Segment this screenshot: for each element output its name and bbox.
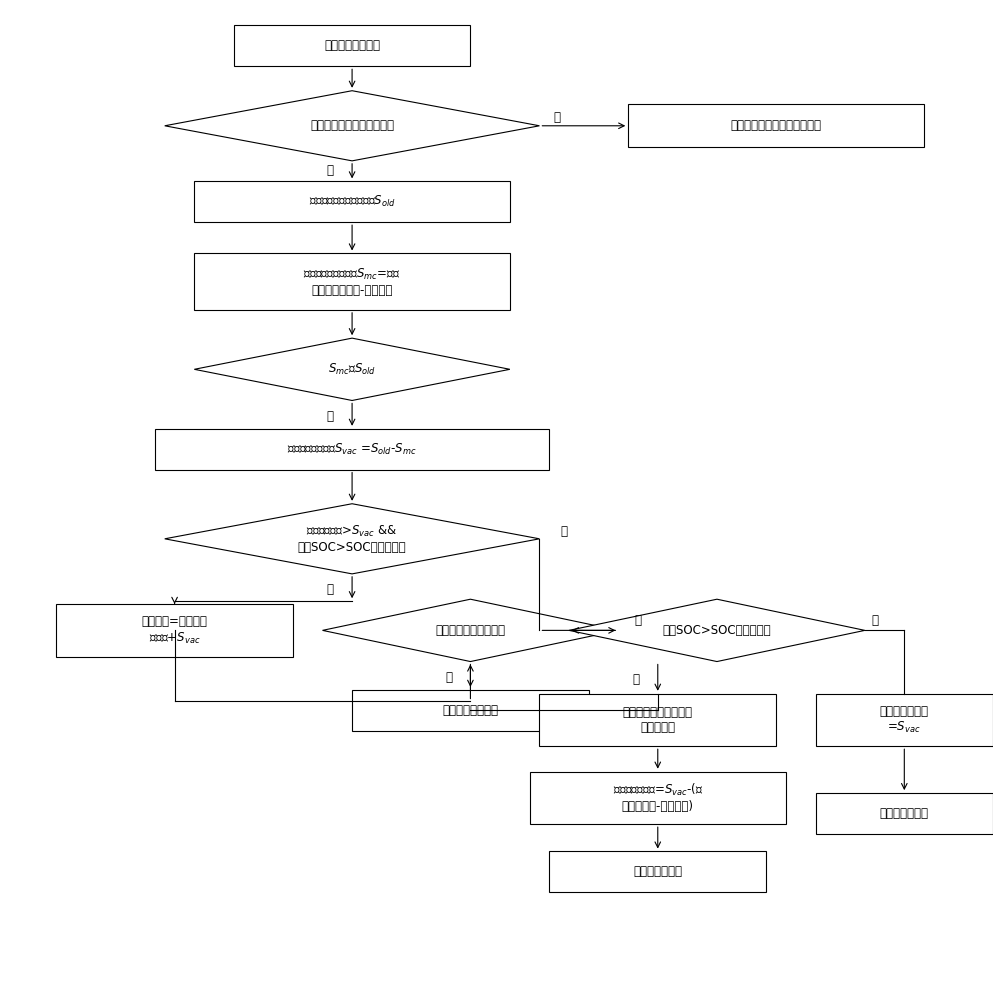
Text: 制定切负荷计划: 制定切负荷计划 (633, 865, 682, 878)
FancyBboxPatch shape (816, 694, 993, 746)
Text: 制定切负荷计划: 制定切负荷计划 (880, 807, 929, 820)
FancyBboxPatch shape (194, 253, 510, 310)
Polygon shape (165, 91, 539, 161)
Text: 启动备用旋转电源: 启动备用旋转电源 (442, 703, 498, 716)
FancyBboxPatch shape (194, 182, 510, 222)
Text: 被切除负荷功率=$S_{vac}$-(储
能最大出力-当前出力): 被切除负荷功率=$S_{vac}$-(储 能最大出力-当前出力) (613, 782, 703, 813)
Polygon shape (569, 599, 865, 662)
Polygon shape (194, 338, 510, 400)
Text: 是: 是 (327, 410, 334, 423)
Text: 系统最小功率缺额$S_{vac}$ =$S_{old}$-$S_{mc}$: 系统最小功率缺额$S_{vac}$ =$S_{old}$-$S_{mc}$ (287, 442, 417, 456)
Text: 是否存在备用旋转电源: 是否存在备用旋转电源 (435, 623, 505, 637)
Polygon shape (322, 599, 618, 662)
FancyBboxPatch shape (56, 604, 293, 657)
Text: 否: 否 (635, 615, 642, 627)
Text: 储能SOC>SOC允许最小值: 储能SOC>SOC允许最小值 (663, 623, 771, 637)
FancyBboxPatch shape (549, 852, 766, 892)
FancyBboxPatch shape (234, 26, 470, 66)
Text: 是: 是 (327, 164, 334, 177)
Text: 计算故障电源故障前出力$\mathit{S}_{old}$: 计算故障电源故障前出力$\mathit{S}_{old}$ (309, 195, 396, 209)
Text: 是否有其他运行的旋转电源: 是否有其他运行的旋转电源 (310, 120, 394, 132)
Text: $S_{mc}$＜$S_{old}$: $S_{mc}$＜$S_{old}$ (328, 362, 376, 376)
Text: 否: 否 (561, 525, 568, 537)
FancyBboxPatch shape (352, 690, 589, 731)
Text: 否: 否 (554, 112, 561, 124)
Text: 转入单旋转电源故障处理流程: 转入单旋转电源故障处理流程 (731, 120, 822, 132)
FancyBboxPatch shape (530, 772, 786, 824)
Text: 否: 否 (871, 615, 878, 627)
Text: 是: 是 (633, 673, 640, 686)
Text: 非故障电源备用容量$S_{mc}$=非故
障电源最大功率-当前功率: 非故障电源备用容量$S_{mc}$=非故 障电源最大功率-当前功率 (303, 267, 401, 296)
Polygon shape (165, 504, 539, 574)
Text: 旋转电源故障退出: 旋转电源故障退出 (324, 40, 380, 52)
Text: 储能出力=储能故障
前出力+$S_{vac}$: 储能出力=储能故障 前出力+$S_{vac}$ (142, 616, 208, 645)
FancyBboxPatch shape (816, 793, 993, 834)
Text: 储能出力余额>$S_{vac}$ &&
储能SOC>SOC允许最小值: 储能出力余额>$S_{vac}$ && 储能SOC>SOC允许最小值 (298, 524, 406, 554)
FancyBboxPatch shape (539, 694, 776, 746)
Text: 是: 是 (445, 671, 452, 684)
Text: 是: 是 (327, 583, 334, 596)
Text: 被切除负荷功率
=$S_{vac}$: 被切除负荷功率 =$S_{vac}$ (880, 704, 929, 735)
FancyBboxPatch shape (155, 429, 549, 469)
Text: 储能放电功率＝储能最
大放电功率: 储能放电功率＝储能最 大放电功率 (623, 706, 693, 734)
FancyBboxPatch shape (628, 105, 924, 147)
